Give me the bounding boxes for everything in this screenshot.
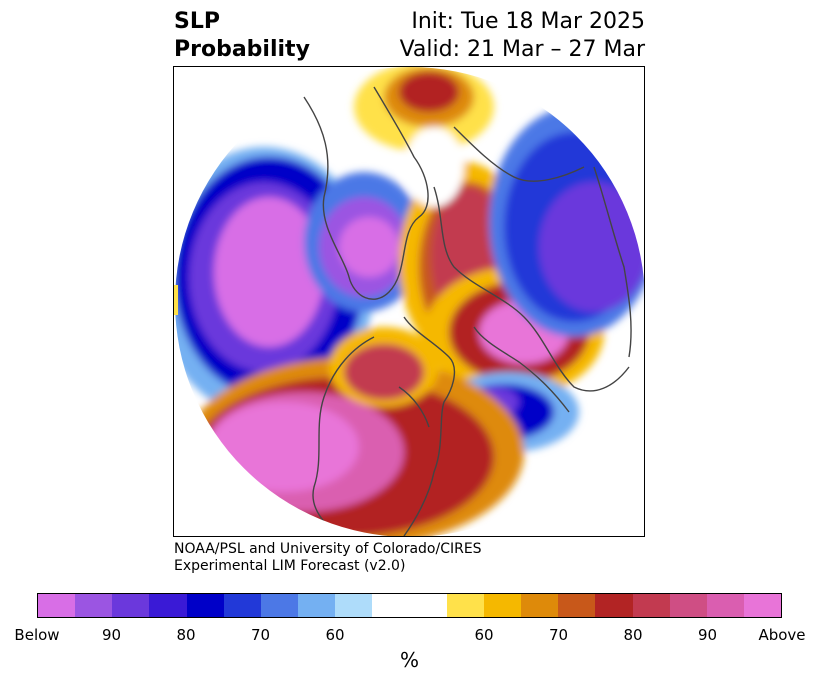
colorbar-tick-label: 70: [250, 626, 271, 644]
colorbar-swatch: [112, 594, 150, 617]
colorbar: [37, 593, 782, 618]
anomaly-neutral: [404, 127, 464, 207]
colorbar-swatch: [75, 594, 113, 617]
colorbar-swatch: [149, 594, 187, 617]
colorbar-swatch: [372, 594, 410, 617]
anomaly-alaska-core: [339, 217, 399, 277]
colorbar-swatch: [298, 594, 336, 617]
colorbar-swatch: [595, 594, 633, 617]
colorbar-tick-label: 90: [697, 626, 718, 644]
colorbar-swatch: [446, 594, 484, 617]
colorbar-swatch: [743, 594, 782, 617]
colorbar-swatch: [521, 594, 559, 617]
colorbar-tick-label: Below: [14, 626, 60, 644]
colorbar-unit: %: [399, 648, 419, 672]
colorbar-tick-label: 60: [474, 626, 494, 644]
plot-title-left: SLP Probability: [174, 8, 310, 64]
anomaly-namerica-peak: [209, 402, 359, 492]
colorbar-swatch: [186, 594, 224, 617]
valid-dates: Valid: 21 Mar – 27 Mar: [399, 37, 645, 62]
title-type: Probability: [174, 37, 310, 62]
anomaly-pacific-core: [214, 197, 324, 347]
colorbar-swatch: [706, 594, 744, 617]
colorbar-swatch: [669, 594, 707, 617]
colorbar-tick-label: 90: [101, 626, 122, 644]
colorbar-tick-label: 70: [548, 626, 569, 644]
colorbar-swatch: [409, 594, 447, 617]
colorbar-tick-label: 80: [623, 626, 643, 644]
colorbar-tick-label: 80: [176, 626, 196, 644]
title-variable: SLP: [174, 9, 220, 34]
colorbar-swatch: [632, 594, 670, 617]
colorbar-swatch: [223, 594, 261, 617]
coastlines: [303, 86, 632, 536]
map-svg: [174, 67, 644, 536]
probability-map: [173, 66, 645, 537]
colorbar-swatch: [558, 594, 596, 617]
edge-sliver: [174, 285, 178, 315]
colorbar-tick-label: Above: [758, 626, 806, 644]
colorbar-swatch: [38, 594, 76, 617]
colorbar-swatch: [335, 594, 373, 617]
colorbar-tick-label: 60: [325, 626, 345, 644]
colorbar-swatch: [260, 594, 299, 617]
init-date: Init: Tue 18 Mar 2025: [411, 9, 645, 34]
colorbar-ticks: Below 90 80 70 60 60 70 80 90 Above: [0, 626, 819, 646]
credit-line-2: Experimental LIM Forecast (v2.0): [174, 558, 406, 574]
anomaly-asia-core: [539, 182, 644, 312]
anomaly-canada-core: [344, 344, 424, 400]
credit-line-1: NOAA/PSL and University of Colorado/CIRE…: [174, 541, 482, 557]
colorbar-swatch: [483, 594, 522, 617]
plot-title-right: Init: Tue 18 Mar 2025 Valid: 21 Mar – 27…: [400, 8, 645, 64]
anomaly-arctic-core: [399, 72, 459, 112]
credit-text: NOAA/PSL and University of Colorado/CIRE…: [174, 541, 482, 575]
